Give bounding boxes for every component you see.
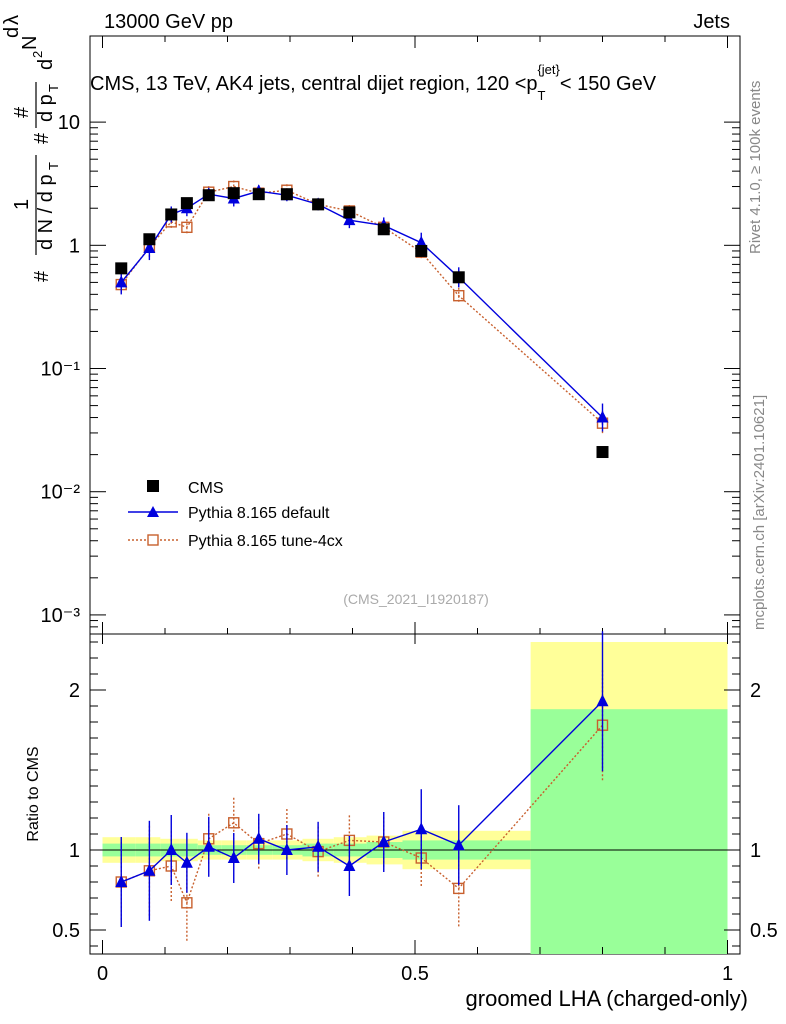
default-ratio-point — [180, 855, 193, 868]
legend: CMS Pythia 8.165 default Pythia 8.165 tu… — [128, 480, 343, 550]
default-main-line — [120, 190, 603, 419]
axis-ticks: 0 0.5 1 10 1 10⁻¹ 10⁻² 10⁻³ 2 2 1 1 0.5 0.5 — [41, 36, 778, 985]
svg-text:#: # — [31, 132, 53, 144]
x-tick-label: 0.5 — [401, 963, 429, 985]
legend-marker-tune — [147, 534, 159, 546]
svg-text:#: # — [11, 106, 33, 118]
cms-main-point — [227, 187, 240, 200]
y-tick-label: 10 — [58, 112, 80, 134]
svg-text:#: # — [31, 270, 53, 282]
default-ratio-point — [377, 835, 390, 847]
cms-main-point — [202, 189, 215, 202]
y-tick-label: 10⁻² — [41, 482, 81, 504]
svg-text:d N / d p: d N / d p — [35, 174, 57, 250]
svg-text:T: T — [46, 84, 61, 92]
default-ratio-point — [252, 831, 265, 844]
ratio-tick-label-right: 1 — [750, 840, 761, 862]
default-ratio-point — [143, 863, 156, 876]
y-tick-label: 10⁻³ — [41, 605, 81, 627]
default-ratio-point — [415, 822, 428, 835]
header-right: Jets — [693, 11, 730, 33]
default-ratio-point — [312, 839, 325, 852]
svg-text:2: 2 — [30, 51, 45, 58]
tune-ratio-point — [228, 817, 240, 829]
cms-main-point — [115, 262, 128, 275]
ratio-tick-label: 2 — [69, 680, 80, 702]
ratio-tick-label-right: 2 — [750, 680, 761, 702]
cms-main-point — [180, 197, 193, 210]
header-left: 13000 GeV pp — [104, 11, 233, 33]
default-ratio-point — [452, 838, 465, 851]
cms-main-point — [143, 233, 156, 246]
default-ratio-point — [202, 839, 215, 852]
chart-title: CMS, 13 TeV, AK4 jets, central dijet reg… — [90, 62, 657, 103]
y-tick-label: 1 — [69, 235, 80, 257]
cms-main-point — [165, 208, 178, 221]
legend-label-tune: Pythia 8.165 tune-4cx — [188, 533, 343, 550]
default-ratio-point — [115, 875, 128, 887]
default-main-point — [143, 241, 156, 254]
legend-marker-default — [147, 506, 159, 517]
ratio-series — [115, 631, 609, 943]
x-axis-label: groomed LHA (charged-only) — [466, 986, 748, 1011]
default-ratio-point — [227, 851, 240, 863]
analysis-id-watermark: (CMS_2021_I1920187) — [343, 591, 489, 607]
svg-text:d p: d p — [35, 94, 57, 122]
default-ratio-point — [343, 859, 356, 871]
default-ratio-point — [280, 843, 293, 855]
tune-main-point — [453, 289, 465, 302]
svg-text:1: 1 — [11, 199, 33, 210]
tune-ratio-line — [120, 724, 604, 905]
default-main-point — [415, 235, 428, 248]
legend-label-cms: CMS — [188, 480, 224, 497]
default-ratio-point — [596, 694, 609, 707]
cms-main-point — [415, 244, 428, 257]
x-tick-label: 0 — [97, 963, 108, 985]
svg-text:λ: λ — [1, 15, 23, 25]
default-main-point — [596, 410, 609, 423]
cms-main-point — [312, 198, 325, 211]
default-main-point — [343, 213, 356, 226]
tune-ratio-point — [181, 897, 193, 909]
svg-text:N: N — [19, 36, 41, 50]
ratio-uncertainty-bands — [102, 642, 728, 954]
default-main-point — [115, 275, 128, 288]
mcplots-label: mcplots.cern.ch [arXiv:2401.10621] — [751, 395, 768, 630]
cms-main-point — [343, 206, 356, 219]
cms-main-point — [452, 271, 465, 284]
cms-main-point — [377, 223, 390, 236]
svg-text:d: d — [35, 59, 57, 70]
rivet-label: Rivet 4.1.0, ≥ 100k events — [747, 81, 764, 254]
cms-main-point — [252, 188, 265, 201]
legend-marker-cms — [147, 480, 159, 492]
x-tick-label: 1 — [722, 963, 733, 985]
main-series — [115, 180, 609, 459]
ratio-ylabel: Ratio to CMS — [25, 746, 42, 841]
band-inner-13 — [530, 709, 728, 954]
tune-main-point — [181, 221, 193, 234]
svg-text:d: d — [1, 27, 23, 38]
y-tick-label: 10⁻¹ — [41, 359, 81, 381]
ratio-tick-label: 0.5 — [52, 920, 80, 942]
legend-label-default: Pythia 8.165 default — [188, 505, 330, 522]
svg-text:T: T — [46, 162, 61, 170]
default-ratio-point — [165, 843, 178, 855]
main-ylabel: # d N / d p T 1 # d p T # d 2 N d λ — [1, 15, 61, 282]
cms-main-point — [280, 188, 293, 201]
ratio-tick-label: 1 — [69, 840, 80, 862]
ratio-tick-label-right: 0.5 — [750, 920, 778, 942]
cms-main-point — [596, 446, 609, 459]
